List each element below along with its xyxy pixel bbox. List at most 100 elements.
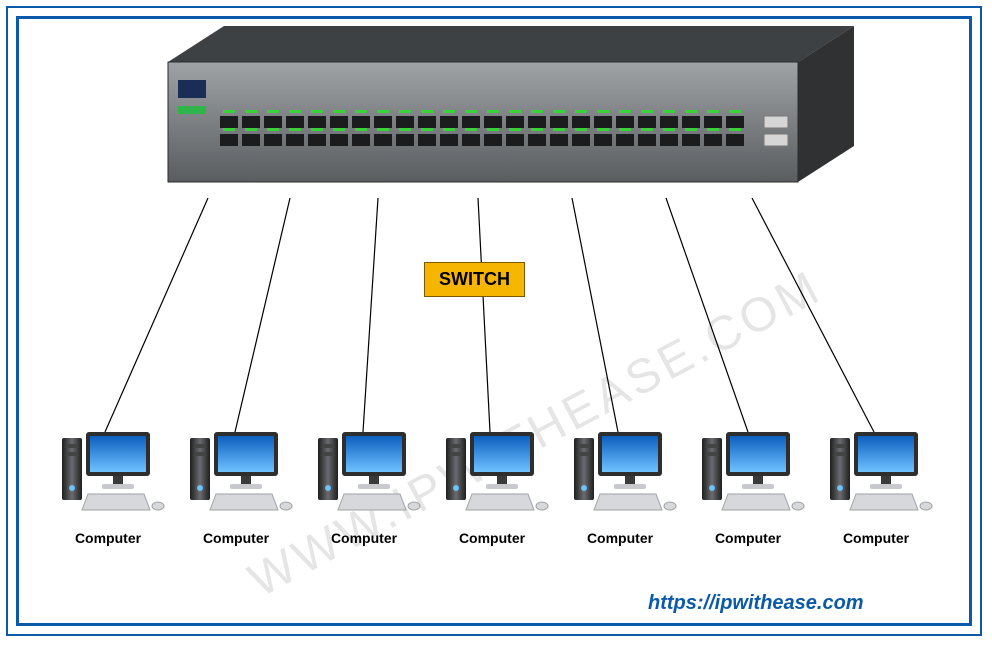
switch-port (308, 134, 326, 146)
switch-port (242, 134, 260, 146)
switch-port-led (493, 110, 499, 113)
switch-port-led (493, 128, 499, 131)
switch-label: SWITCH (424, 262, 525, 297)
switch-port-led (515, 128, 521, 131)
switch-port-led (295, 110, 301, 113)
switch-port (726, 116, 744, 128)
switch-port-led (223, 128, 229, 131)
switch-top-face (168, 26, 854, 62)
switch-port-led (575, 128, 581, 131)
switch-port-led (427, 110, 433, 113)
switch-port-led (581, 110, 587, 113)
switch-port-led (311, 110, 317, 113)
switch-port (462, 116, 480, 128)
switch-port (418, 116, 436, 128)
computer-label: Computer (58, 530, 158, 546)
network-cable (105, 198, 208, 432)
switch-port (440, 134, 458, 146)
switch-port (484, 134, 502, 146)
network-cable (666, 198, 748, 432)
switch-port-led (647, 110, 653, 113)
switch-port-led (289, 128, 295, 131)
switch-port (550, 116, 568, 128)
switch-port-led (641, 110, 647, 113)
switch-port-led (465, 110, 471, 113)
switch-port-led (729, 128, 735, 131)
switch-port-led (449, 110, 455, 113)
switch-port-led (597, 128, 603, 131)
switch-port (374, 116, 392, 128)
switch-port-led (509, 128, 515, 131)
switch-port-led (223, 110, 229, 113)
switch-port-led (559, 110, 565, 113)
switch-port-led (383, 110, 389, 113)
switch-port-led (421, 128, 427, 131)
switch-port-led (581, 128, 587, 131)
switch-port-led (295, 128, 301, 131)
switch-port-led (575, 110, 581, 113)
switch-port-led (669, 110, 675, 113)
switch-port-led (531, 128, 537, 131)
switch-port (550, 134, 568, 146)
switch-port (572, 134, 590, 146)
computer-icon (830, 432, 932, 510)
network-diagram-svg (0, 0, 992, 646)
switch-port (704, 134, 722, 146)
switch-port (594, 134, 612, 146)
network-cable (752, 198, 874, 432)
switch-port-led (471, 128, 477, 131)
switch-port-led (273, 128, 279, 131)
computer-icon (702, 432, 804, 510)
switch-aux-port (764, 134, 788, 146)
switch-port-led (515, 110, 521, 113)
switch-port-led (487, 110, 493, 113)
switch-port-led (691, 128, 697, 131)
switch-port (286, 116, 304, 128)
switch-port (506, 116, 524, 128)
computer-icon (574, 432, 676, 510)
switch-port (572, 116, 590, 128)
switch-port-led (245, 110, 251, 113)
switch-port-led (399, 128, 405, 131)
switch-port-led (449, 128, 455, 131)
switch-port-led (383, 128, 389, 131)
switch-port-led (377, 110, 383, 113)
switch-port-led (509, 110, 515, 113)
switch-port (330, 134, 348, 146)
network-cable (572, 198, 618, 432)
switch-port (660, 116, 678, 128)
switch-port (330, 116, 348, 128)
switch-port (682, 116, 700, 128)
switch-port-led (443, 128, 449, 131)
switch-port-led (465, 128, 471, 131)
computer-label: Computer (826, 530, 926, 546)
computer-icon (190, 432, 292, 510)
switch-port-led (707, 110, 713, 113)
switch-port (704, 116, 722, 128)
computer-label: Computer (314, 530, 414, 546)
switch-port (616, 116, 634, 128)
switch-port-led (361, 128, 367, 131)
switch-power-led (178, 106, 206, 114)
switch-port-led (427, 128, 433, 131)
switch-port-led (641, 128, 647, 131)
switch-port-led (625, 110, 631, 113)
switch-port-led (267, 110, 273, 113)
switch-port-led (713, 128, 719, 131)
switch-port (594, 116, 612, 128)
switch-port-led (663, 110, 669, 113)
switch-port-led (339, 128, 345, 131)
switch-port-led (267, 128, 273, 131)
switch-port-led (619, 128, 625, 131)
computer-label: Computer (570, 530, 670, 546)
switch-port (726, 134, 744, 146)
footer-url: https://ipwithease.com (648, 592, 864, 615)
switch-port-led (339, 110, 345, 113)
switch-port (220, 116, 238, 128)
switch-port (506, 134, 524, 146)
switch-port-led (377, 128, 383, 131)
switch-port-led (399, 110, 405, 113)
switch-port (264, 116, 282, 128)
switch-port-led (603, 128, 609, 131)
switch-port-led (443, 110, 449, 113)
